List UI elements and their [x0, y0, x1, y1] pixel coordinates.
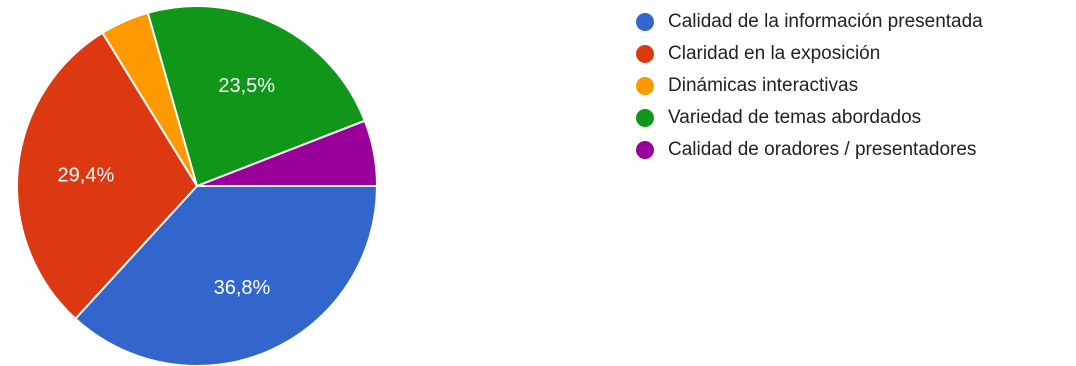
- legend-label-3: Variedad de temas abordados: [668, 107, 922, 128]
- slice-label-3: 23,5%: [218, 75, 275, 97]
- labels-layer: 36,8% 29,4% 23,5%: [58, 75, 276, 299]
- legend-swatch-3: [636, 109, 654, 127]
- legend-swatch-2: [636, 77, 654, 95]
- legend-item-3[interactable]: Variedad de temas abordados: [636, 102, 1072, 134]
- legend-label-2: Dinámicas interactivas: [668, 75, 859, 96]
- legend: Calidad de la información presentada Clar…: [636, 6, 1072, 166]
- legend-swatch-4: [636, 141, 654, 159]
- legend-item-1[interactable]: Claridad en la exposición: [636, 38, 1072, 70]
- legend-item-0[interactable]: Calidad de la información presentada: [636, 6, 1072, 38]
- legend-item-2[interactable]: Dinámicas interactivas: [636, 70, 1072, 102]
- legend-label-4: Calidad de oradores / presentadores: [668, 139, 977, 160]
- legend-label-0: Calidad de la información presentada: [668, 11, 983, 32]
- legend-swatch-0: [636, 13, 654, 31]
- pie-plot-area: 36,8% 29,4% 23,5%: [16, 5, 378, 366]
- pie-slice-4[interactable]: [196, 119, 378, 187]
- pie-slice-1[interactable]: [16, 31, 198, 320]
- slices-layer: [16, 5, 378, 366]
- slice-label-0: 36,8%: [214, 277, 271, 299]
- legend-item-4[interactable]: Calidad de oradores / presentadores: [636, 134, 1072, 166]
- pie-slice-0[interactable]: [74, 185, 378, 366]
- legend-label-1: Claridad en la exposición: [668, 43, 881, 64]
- legend-swatch-1: [636, 45, 654, 63]
- slice-label-1: 29,4%: [58, 165, 115, 187]
